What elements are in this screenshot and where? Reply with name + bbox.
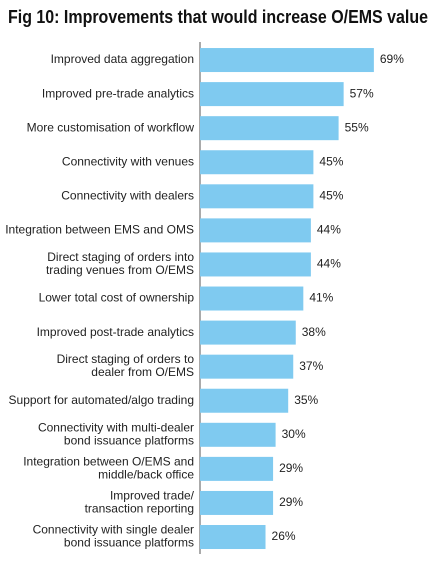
chart-title: Fig 10: Improvements that would increase… bbox=[8, 7, 428, 27]
category-label: Improved data aggregation bbox=[51, 52, 194, 66]
bar bbox=[200, 218, 311, 243]
value-label: 55% bbox=[345, 120, 369, 134]
category-label: Integration between O/EMS and middle/back… bbox=[23, 455, 194, 482]
value-label: 26% bbox=[272, 529, 296, 543]
category-label: Improved pre-trade analytics bbox=[42, 86, 194, 100]
category-label: Lower total cost of ownership bbox=[39, 291, 195, 305]
bar bbox=[200, 525, 266, 550]
category-label: Connectivity with venues bbox=[62, 154, 194, 168]
category-label: Direct staging of orders to dealer from O… bbox=[57, 352, 195, 379]
category-label: Connectivity with single dealer bond issu… bbox=[33, 523, 194, 550]
category-label: More customisation of workflow bbox=[27, 120, 195, 134]
bar bbox=[200, 150, 314, 175]
value-label: 30% bbox=[282, 427, 306, 441]
value-label: 44% bbox=[317, 223, 341, 237]
bar bbox=[200, 184, 314, 209]
bar bbox=[200, 116, 339, 141]
bar bbox=[200, 48, 374, 73]
value-label: 35% bbox=[294, 393, 318, 407]
bar bbox=[200, 388, 289, 413]
bar bbox=[200, 320, 296, 345]
bar bbox=[200, 456, 274, 481]
category-label: Connectivity with multi-dealer bond issua… bbox=[38, 420, 194, 447]
value-label: 38% bbox=[302, 325, 326, 339]
category-label: Improved post-trade analytics bbox=[37, 325, 194, 339]
value-label: 57% bbox=[350, 86, 374, 100]
value-label: 45% bbox=[319, 188, 343, 202]
category-label: Improved trade/transaction reporting bbox=[85, 489, 195, 516]
value-label: 37% bbox=[299, 359, 323, 373]
value-label: 29% bbox=[279, 495, 303, 509]
value-label: 45% bbox=[319, 154, 343, 168]
bar bbox=[200, 422, 276, 447]
category-label: Support for automated/algo trading bbox=[9, 393, 194, 407]
category-label: Connectivity with dealers bbox=[61, 188, 194, 202]
value-label: 29% bbox=[279, 461, 303, 475]
value-label: 69% bbox=[380, 52, 404, 66]
bar bbox=[200, 252, 311, 277]
value-label: 41% bbox=[309, 291, 333, 305]
category-label: Integration between EMS and OMS bbox=[5, 223, 194, 237]
bar bbox=[200, 354, 294, 379]
value-label: 44% bbox=[317, 257, 341, 271]
bar bbox=[200, 82, 344, 107]
category-label: Direct staging of orders into trading ven… bbox=[46, 250, 194, 277]
bar bbox=[200, 286, 304, 311]
bar bbox=[200, 490, 274, 515]
